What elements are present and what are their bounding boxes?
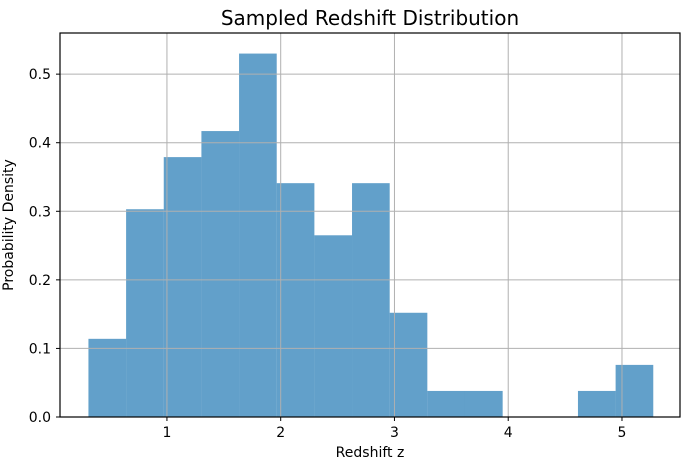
histogram-bar <box>615 364 654 417</box>
y-tick-label: 0.1 <box>29 341 51 357</box>
y-tick-label: 0.2 <box>29 273 51 289</box>
x-tick-label: 1 <box>162 425 171 441</box>
histogram-bar <box>276 183 315 417</box>
axes-spines <box>59 32 681 418</box>
histogram-bar <box>239 53 277 417</box>
histogram-bar <box>427 390 465 417</box>
histogram-bars <box>88 53 654 418</box>
histogram-bar <box>88 338 127 417</box>
y-tick-label: 0.4 <box>29 136 51 152</box>
y-tick-label: 0.0 <box>29 410 51 426</box>
histogram-bar <box>464 390 503 417</box>
histogram-bar <box>163 157 202 418</box>
histogram-bar <box>126 209 164 417</box>
histogram-bar <box>314 235 353 417</box>
y-axis-label: Probability Density <box>1 159 17 291</box>
histogram-bar <box>389 312 428 417</box>
x-tick-label: 5 <box>618 425 627 441</box>
y-tick-label: 0.5 <box>29 67 51 83</box>
histogram-bar <box>577 390 616 417</box>
y-tick-label: 0.3 <box>29 204 51 220</box>
histogram-bar <box>352 183 390 417</box>
x-axis-label: Redshift z <box>336 445 405 461</box>
x-tick-label: 2 <box>276 425 285 441</box>
chart-title: Sampled Redshift Distribution <box>221 6 519 30</box>
x-tick-label: 4 <box>504 425 513 441</box>
histogram-bar <box>201 131 240 417</box>
x-tick-label: 3 <box>390 425 399 441</box>
axis-ticks: 1 2 3 4 5 0.0 0.1 0.2 0.3 0.4 0.5 <box>29 67 627 441</box>
axes-border <box>59 32 681 418</box>
